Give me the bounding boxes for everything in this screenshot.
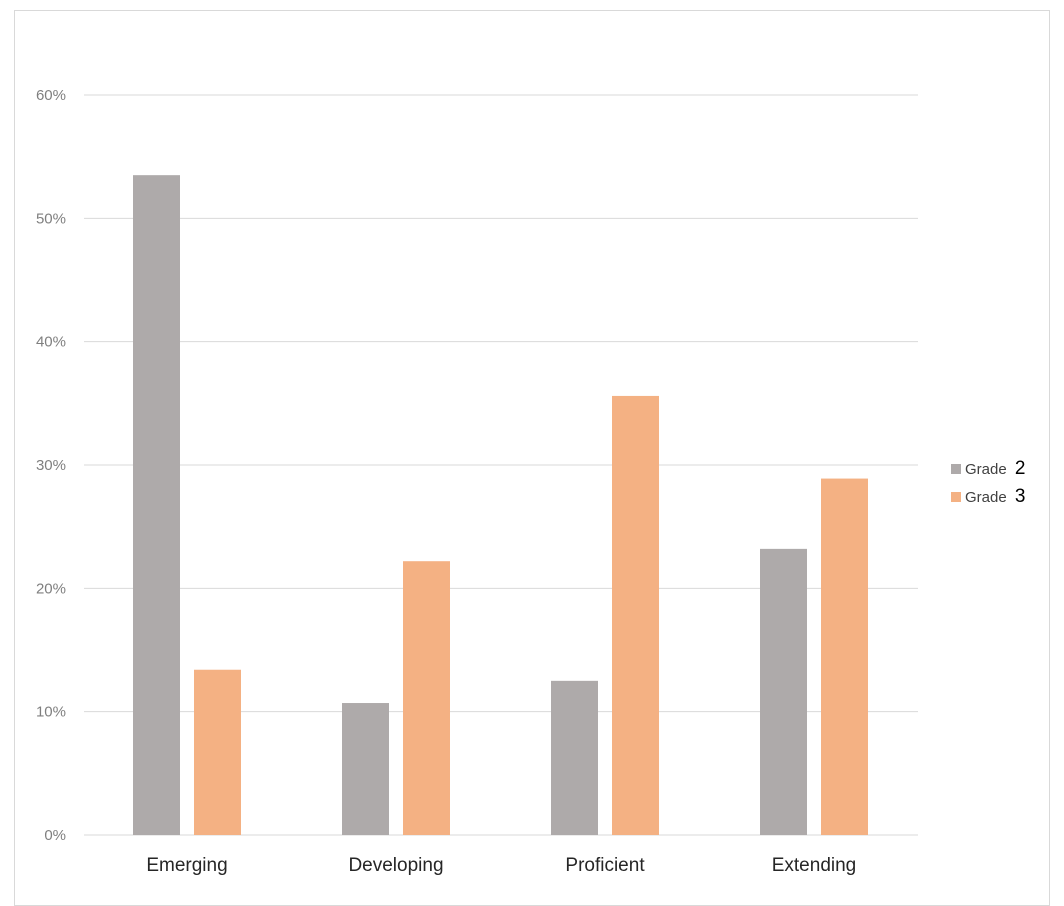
legend-swatch (951, 464, 961, 474)
legend-swatch (951, 492, 961, 502)
y-tick-label: 60% (36, 87, 66, 104)
y-tick-label: 40% (36, 334, 66, 351)
legend-label-word: Grade (965, 489, 1011, 506)
bar-grade-3-proficient (612, 395, 659, 835)
legend-label-number: 2 (1014, 458, 1026, 479)
y-tick-label: 0% (44, 827, 66, 844)
bar-grade-2-emerging (133, 175, 180, 835)
y-tick-label: 10% (36, 704, 66, 721)
bars (133, 175, 868, 835)
y-tick-label: 20% (36, 580, 66, 597)
y-tick-label: 30% (36, 457, 66, 474)
legend-label-word: Grade (965, 461, 1011, 478)
legend-item: Grade 2 (951, 455, 1025, 483)
x-category-label: Proficient (565, 855, 645, 876)
x-axis-category-labels: Emerging Developing Proficient Extending (146, 855, 856, 876)
legend-label-number: 3 (1014, 486, 1026, 507)
x-category-label: Developing (348, 855, 443, 876)
bar-grade-3-emerging (194, 669, 241, 835)
bar-grade-2-extending (760, 548, 807, 835)
chart-frame (14, 10, 1050, 906)
x-category-label: Emerging (146, 855, 227, 876)
legend-label: Grade 2 (965, 458, 1025, 480)
legend-item: Grade 3 (951, 483, 1025, 511)
bar-grade-3-extending (821, 478, 868, 835)
legend: Grade 2 Grade 3 (951, 455, 1025, 511)
bar-grade-3-developing (403, 561, 450, 835)
y-axis-tick-labels: 0% 10% 20% 30% 40% 50% 60% (36, 87, 66, 844)
bar-grade-2-developing (342, 703, 389, 835)
legend-label: Grade 3 (965, 486, 1025, 508)
bar-grade-2-proficient (551, 680, 598, 835)
x-category-label: Extending (772, 855, 857, 876)
y-tick-label: 50% (36, 210, 66, 227)
